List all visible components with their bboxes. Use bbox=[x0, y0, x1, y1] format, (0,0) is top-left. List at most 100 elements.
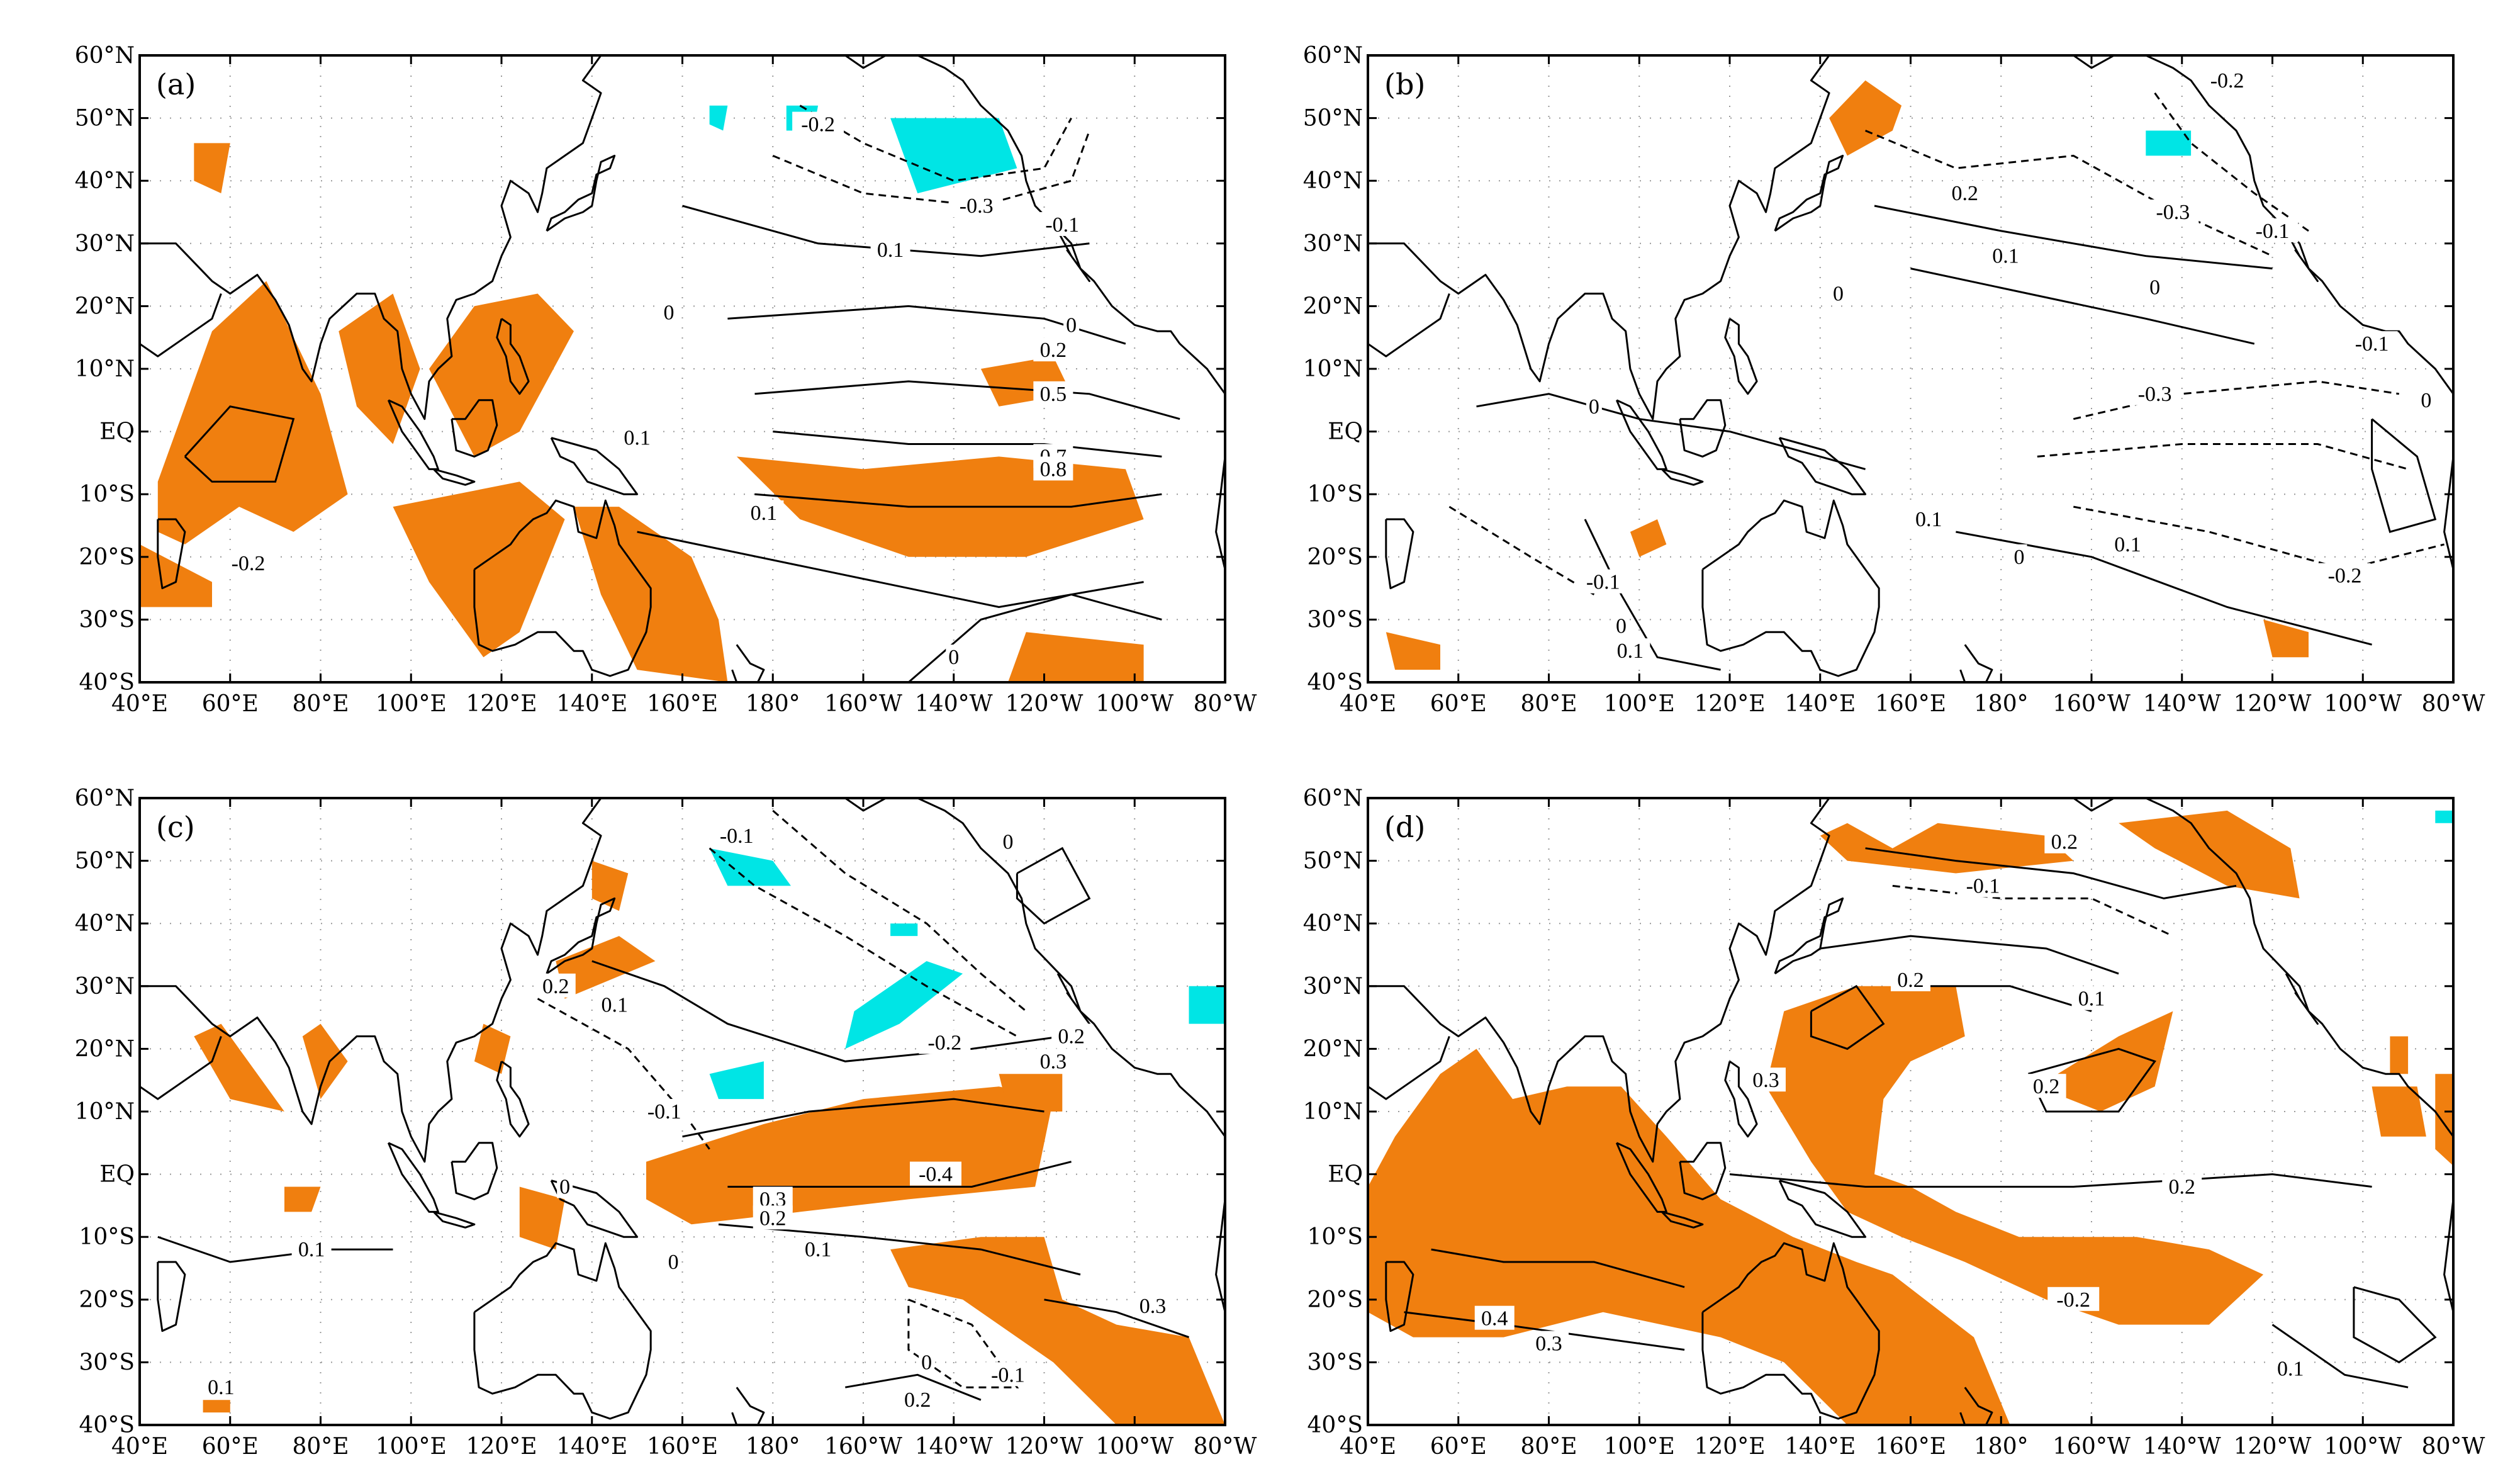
negative-contour-line bbox=[772, 809, 1027, 1012]
contour-label: 0.3 bbox=[1752, 1069, 1779, 1092]
positive-significance-region bbox=[157, 281, 348, 544]
coastline-borneo bbox=[1679, 1142, 1727, 1200]
contour-label: -0.1 bbox=[1586, 571, 1620, 594]
positive-contour-line bbox=[754, 493, 1162, 508]
coastline-borneo bbox=[451, 399, 498, 458]
contour-label-background bbox=[2011, 544, 2027, 568]
coastline-japan bbox=[546, 154, 616, 232]
contour-label-background bbox=[2147, 200, 2199, 223]
contour-label: 0 bbox=[1589, 395, 1599, 419]
contour-label: 0 bbox=[2421, 389, 2431, 412]
lat-tick-label: 40°S bbox=[79, 670, 135, 695]
lat-tick-label: 30°N bbox=[75, 231, 135, 257]
positive-significance-region bbox=[339, 293, 420, 444]
lon-tick-label: 100°E bbox=[376, 691, 447, 717]
lat-tick-label: 20°S bbox=[79, 1287, 135, 1313]
contour-label: -0.3 bbox=[2138, 383, 2172, 406]
negative-significance-region bbox=[1189, 986, 1225, 1024]
positive-significance-region bbox=[429, 293, 574, 457]
contour-label-background bbox=[744, 500, 784, 525]
coastline-java bbox=[433, 468, 476, 486]
lon-tick-label: 180° bbox=[746, 1434, 800, 1460]
coastline-arabia bbox=[140, 1035, 222, 1100]
contour-label: -0.2 bbox=[2056, 1288, 2090, 1312]
contour-label: 0.1 bbox=[805, 1238, 832, 1261]
coastline-arabia bbox=[1368, 293, 1450, 358]
lon-tick-label: 80°E bbox=[1520, 1434, 1577, 1460]
contour-label-background bbox=[2270, 1356, 2310, 1380]
panel-a: -0.2-0.3-0.10.1000.20.50.10.70.80.1-0.20… bbox=[75, 43, 1257, 717]
lat-tick-label: 40°N bbox=[1303, 911, 1363, 937]
positive-contour-line bbox=[754, 380, 1180, 420]
lat-tick-label: 60°N bbox=[1303, 786, 1363, 811]
coastline-mada bbox=[1385, 518, 1414, 590]
positive-significance-region bbox=[1386, 632, 1440, 670]
contour-label-background bbox=[2129, 381, 2181, 405]
lon-tick-label: 100°W bbox=[2324, 691, 2402, 717]
lon-tick-label: 80°E bbox=[292, 691, 349, 717]
contour-label-background bbox=[1033, 456, 1073, 481]
lat-tick-label: 40°N bbox=[1303, 168, 1363, 194]
contour-label: 0.1 bbox=[2277, 1357, 2304, 1380]
lat-tick-label: 60°N bbox=[1303, 43, 1363, 69]
lat-tick-label: 40°N bbox=[75, 168, 135, 194]
contour-label-background bbox=[595, 992, 635, 1016]
lon-tick-label: 160°E bbox=[1875, 1434, 1946, 1460]
positive-significance-region bbox=[1820, 823, 2074, 874]
coastline-newguinea bbox=[550, 1180, 639, 1238]
lat-tick-label: EQ bbox=[1328, 1162, 1363, 1188]
contour-label: 0.1 bbox=[1992, 245, 2019, 268]
positive-contour-line bbox=[1810, 984, 1885, 1050]
coastline-baja bbox=[1056, 973, 1090, 1025]
lon-tick-label: 120°E bbox=[1694, 1434, 1766, 1460]
positive-contour-line bbox=[1820, 935, 2119, 975]
positive-contour-line bbox=[1431, 1248, 1685, 1288]
lon-tick-label: 160°W bbox=[2052, 1434, 2131, 1460]
positive-significance-region bbox=[2037, 1011, 2173, 1112]
lat-tick-label: 20°N bbox=[1303, 293, 1363, 319]
contour-label-background bbox=[1891, 967, 1930, 991]
lon-tick-label: 80°W bbox=[2422, 1434, 2485, 1460]
contour-label: 0 bbox=[559, 1176, 570, 1199]
lon-tick-label: 120°E bbox=[466, 691, 537, 717]
coastline-japan bbox=[546, 897, 616, 975]
lat-tick-label: 10°S bbox=[79, 481, 135, 507]
lat-tick-label: EQ bbox=[1328, 419, 1363, 445]
positive-contour-line bbox=[727, 1161, 1072, 1188]
panel-label: (b) bbox=[1384, 67, 1425, 101]
lat-tick-label: 60°N bbox=[75, 786, 135, 811]
contour-label: 0.1 bbox=[1915, 508, 1942, 531]
contour-label: -0.4 bbox=[919, 1163, 953, 1186]
coastline-sam bbox=[1215, 456, 1225, 682]
contour-label: 0 bbox=[663, 301, 674, 324]
lon-tick-label: 160°E bbox=[1875, 691, 1946, 717]
contour-label-background bbox=[710, 823, 763, 847]
positive-significance-region bbox=[2263, 619, 2309, 658]
negative-significance-region bbox=[709, 848, 791, 886]
lon-tick-label: 40°E bbox=[111, 691, 168, 717]
lon-tick-label: 120°W bbox=[2234, 1434, 2312, 1460]
contour-label-background bbox=[2108, 531, 2148, 556]
contour-label: 0 bbox=[1833, 282, 1844, 305]
contour-label-background bbox=[1610, 638, 1650, 663]
lon-tick-label: 80°W bbox=[2422, 691, 2485, 717]
panel-b: -0.20.2-0.3-0.10.100-0.10-0.300.10.10-0.… bbox=[1303, 43, 2485, 717]
lat-tick-label: 40°S bbox=[1308, 670, 1363, 695]
positive-significance-region bbox=[890, 1237, 1225, 1425]
lon-tick-label: 100°E bbox=[1604, 691, 1675, 717]
negative-contour-line bbox=[537, 998, 710, 1150]
lat-tick-label: 60°N bbox=[75, 43, 135, 69]
coastline-australia bbox=[1701, 1242, 1880, 1420]
contour-label: 0 bbox=[2149, 276, 2160, 300]
positive-contour-line bbox=[1044, 1298, 1189, 1339]
contour-label-background bbox=[1957, 873, 2009, 898]
coastline-philippines bbox=[1724, 318, 1758, 395]
contour-label-background bbox=[1613, 613, 1629, 638]
lat-tick-label: 20°S bbox=[1308, 1287, 1363, 1313]
coastline-nz bbox=[1959, 644, 1993, 682]
lon-tick-label: 160°E bbox=[647, 691, 718, 717]
lon-tick-label: 100°E bbox=[1604, 1434, 1675, 1460]
contour-label-background bbox=[1000, 829, 1016, 853]
contour-label-background bbox=[919, 1030, 971, 1054]
